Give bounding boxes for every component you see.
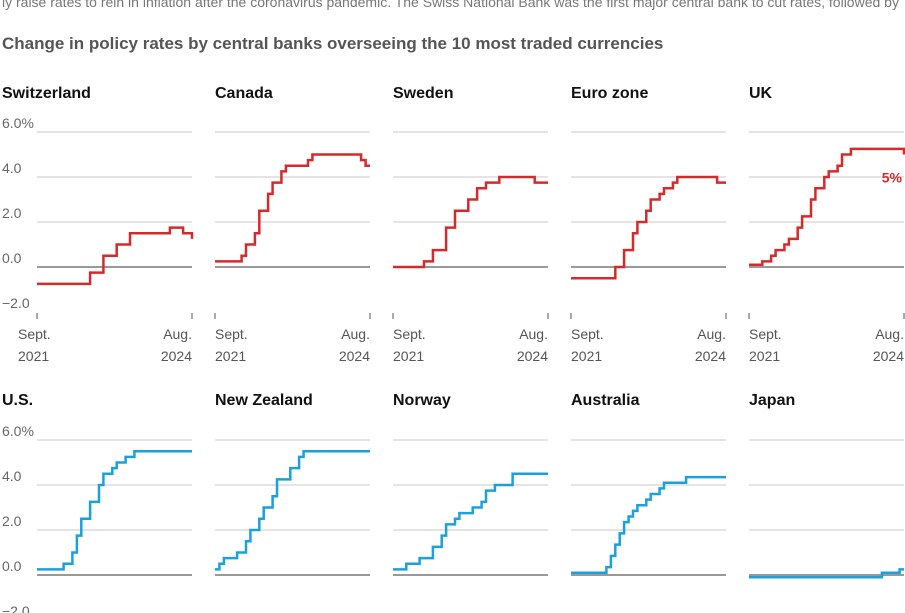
panel-u-s-: U.S. 6.0% 4.0 2.0 0.0 −2.0 bbox=[2, 392, 192, 613]
series-line bbox=[215, 450, 370, 571]
x-tick-label: 2024 bbox=[695, 348, 726, 364]
panel-title: New Zealand bbox=[215, 392, 313, 409]
series-line bbox=[393, 175, 548, 269]
x-tick-label: Aug. bbox=[163, 326, 192, 342]
x-tick-label: Aug. bbox=[519, 326, 548, 342]
series-line bbox=[393, 472, 548, 571]
x-tick-label: 2024 bbox=[517, 348, 548, 364]
y-tick-label: 2.0 bbox=[2, 205, 22, 221]
y-tick-label: −2.0 bbox=[2, 295, 30, 311]
y-tick-label: −2.0 bbox=[2, 603, 30, 613]
series-line bbox=[749, 147, 905, 267]
x-tick-label: Sept. bbox=[393, 326, 426, 342]
y-tick-label: 0.0 bbox=[2, 558, 22, 574]
panel-switzerland: Switzerland 6.0% 4.0 2.0 0.0 −2.0 Sept. 2021 Aug… bbox=[2, 85, 194, 364]
y-tick-label: 6.0% bbox=[2, 423, 34, 439]
x-tick-label: Sept. bbox=[749, 326, 782, 342]
panels: Switzerland 6.0% 4.0 2.0 0.0 −2.0 Sept. 2021 Aug… bbox=[2, 85, 905, 613]
x-tick-label: Aug. bbox=[341, 326, 370, 342]
panel-canada: Canada Sept. 2021 Aug. 2024 bbox=[214, 85, 371, 364]
panel-title: Japan bbox=[749, 392, 795, 409]
series-line bbox=[37, 450, 192, 571]
series-line bbox=[571, 475, 726, 575]
intro-text: ly raise rates to rein in inflation afte… bbox=[2, 0, 899, 10]
x-tick-label: Sept. bbox=[18, 326, 51, 342]
panel-uk: UK Sept. 2021 Aug. 2024 5% bbox=[748, 85, 905, 364]
panel-japan: Japan bbox=[749, 392, 904, 579]
y-tick-label: 6.0% bbox=[2, 115, 34, 131]
y-tick-label: 0.0 bbox=[2, 250, 22, 266]
x-tick-label: 2021 bbox=[571, 348, 602, 364]
panel-norway: Norway bbox=[393, 392, 548, 576]
panel-title: UK bbox=[749, 85, 773, 102]
panel-title: Norway bbox=[393, 392, 451, 409]
x-tick-label: Sept. bbox=[215, 326, 248, 342]
x-tick-label: 2024 bbox=[873, 348, 904, 364]
series-line bbox=[749, 568, 904, 579]
x-tick-label: 2021 bbox=[215, 348, 246, 364]
x-tick-label: Aug. bbox=[875, 326, 904, 342]
x-tick-label: 2024 bbox=[339, 348, 370, 364]
panel-title: Switzerland bbox=[2, 85, 91, 102]
y-tick-label: 2.0 bbox=[2, 513, 22, 529]
x-tick-label: Aug. bbox=[697, 326, 726, 342]
y-tick-label: 4.0 bbox=[2, 160, 22, 176]
panel-title: Australia bbox=[571, 392, 640, 409]
series-line bbox=[571, 175, 726, 280]
series-line bbox=[37, 226, 194, 286]
panel-title: Euro zone bbox=[571, 85, 648, 102]
panel-sweden: Sweden Sept. 2021 Aug. 2024 bbox=[392, 85, 549, 364]
panel-title: U.S. bbox=[2, 392, 33, 409]
panel-australia: Australia bbox=[571, 392, 726, 576]
y-tick-label: 4.0 bbox=[2, 468, 22, 484]
panel-new-zealand: New Zealand bbox=[215, 392, 370, 576]
panel-euro-zone: Euro zone Sept. 2021 Aug. 2024 bbox=[570, 85, 727, 364]
panel-title: Canada bbox=[215, 85, 273, 102]
x-tick-label: 2021 bbox=[18, 348, 49, 364]
x-tick-label: 2021 bbox=[393, 348, 424, 364]
x-tick-label: Sept. bbox=[571, 326, 604, 342]
x-tick-label: 2021 bbox=[749, 348, 780, 364]
value-annotation: 5% bbox=[882, 170, 903, 186]
series-line bbox=[215, 153, 370, 263]
x-tick-label: 2024 bbox=[161, 348, 192, 364]
panel-title: Sweden bbox=[393, 85, 453, 102]
chart-title: Change in policy rates by central banks … bbox=[2, 34, 663, 53]
